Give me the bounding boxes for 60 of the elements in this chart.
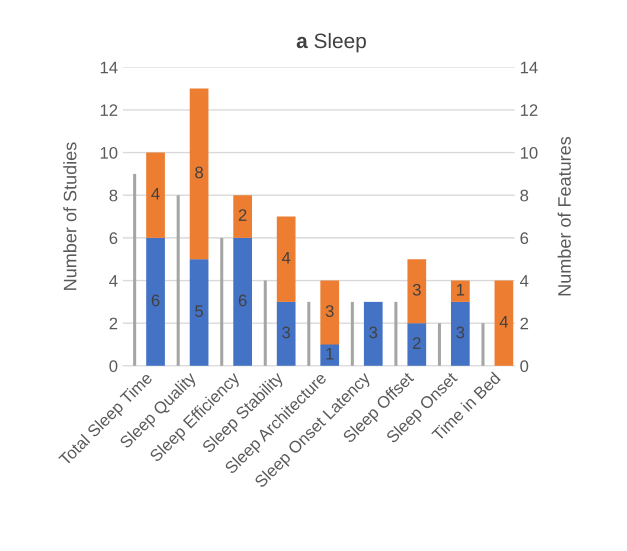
y2-tick-label: 10 bbox=[520, 146, 538, 159]
y2-tick-label: 8 bbox=[520, 190, 528, 202]
data-label: 8 bbox=[195, 166, 203, 178]
y-tick-label: 10 bbox=[100, 146, 118, 159]
bar bbox=[307, 302, 310, 366]
data-label: 6 bbox=[238, 294, 247, 306]
bar bbox=[146, 152, 165, 238]
y2-tick-label: 6 bbox=[520, 232, 528, 244]
bar bbox=[494, 280, 514, 366]
bar bbox=[364, 302, 383, 366]
y-tick-label: 8 bbox=[109, 190, 118, 202]
bar bbox=[264, 280, 267, 366]
data-label: 3 bbox=[282, 326, 290, 338]
data-label: 2 bbox=[413, 337, 421, 349]
data-label: 3 bbox=[326, 305, 334, 318]
bar bbox=[276, 302, 296, 366]
bar bbox=[320, 280, 340, 345]
chart-title: a Sleep bbox=[296, 32, 366, 52]
data-label: 4 bbox=[500, 316, 508, 328]
y2-tick-label: 12 bbox=[520, 104, 538, 116]
bar bbox=[276, 216, 296, 302]
data-label: 3 bbox=[412, 284, 421, 296]
bar bbox=[190, 259, 208, 366]
bar bbox=[450, 302, 470, 366]
bar bbox=[133, 174, 136, 366]
data-label: 6 bbox=[152, 294, 160, 306]
bar bbox=[407, 259, 426, 324]
data-label: 1 bbox=[326, 348, 334, 360]
data-label: 2 bbox=[238, 209, 246, 221]
bar bbox=[450, 280, 470, 302]
data-label: 5 bbox=[195, 305, 204, 318]
bar bbox=[481, 323, 485, 366]
bar bbox=[407, 323, 426, 366]
y2-tick-label: 2 bbox=[520, 318, 528, 330]
bar bbox=[220, 238, 224, 366]
bar bbox=[233, 195, 252, 238]
bar bbox=[320, 344, 340, 366]
data-label: 3 bbox=[456, 326, 464, 338]
bar bbox=[233, 238, 252, 366]
y-tick-label: 4 bbox=[109, 275, 118, 287]
y-tick-label: 14 bbox=[100, 62, 118, 74]
data-label: 1 bbox=[456, 284, 464, 296]
y2-tick-label: 4 bbox=[520, 275, 528, 287]
y-tick-label: 2 bbox=[110, 318, 118, 330]
bar bbox=[146, 238, 165, 366]
y-tick-label: 6 bbox=[110, 232, 118, 244]
y2-tick-label: 14 bbox=[520, 62, 538, 74]
y-tick-label: 12 bbox=[100, 104, 118, 116]
bar bbox=[350, 302, 354, 366]
bar bbox=[176, 195, 180, 366]
data-label: 4 bbox=[282, 252, 290, 264]
bar bbox=[438, 323, 441, 366]
bar bbox=[190, 88, 208, 260]
data-label: 4 bbox=[151, 188, 160, 200]
y-axis-title: Number of Studies bbox=[63, 142, 76, 290]
y2-tick-label: 0 bbox=[520, 360, 528, 372]
bar bbox=[394, 302, 398, 366]
data-label: 3 bbox=[369, 326, 378, 338]
y2-axis-title: Number of Features bbox=[558, 136, 571, 296]
y-tick-label: 0 bbox=[109, 360, 118, 372]
